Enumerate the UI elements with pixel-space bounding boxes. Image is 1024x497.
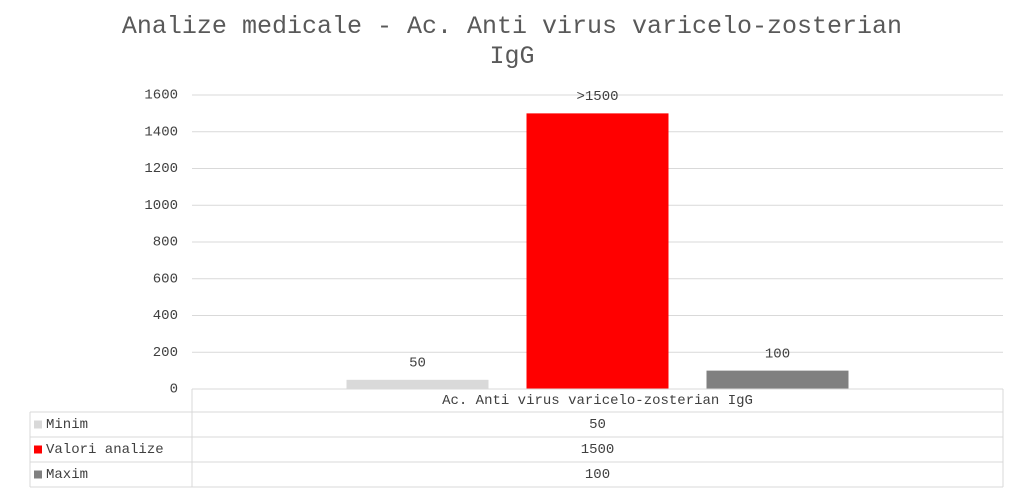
bar [706, 370, 849, 389]
legend-key [34, 470, 42, 479]
legend-key [34, 420, 42, 429]
y-tick-label: 1600 [144, 88, 178, 104]
legend-label: Valori analize [46, 442, 164, 458]
data-label: 100 [765, 346, 790, 362]
x-tick-label: Ac. Anti virus varicelo-zosterian IgG [442, 393, 753, 409]
table-value: 50 [589, 417, 606, 433]
y-tick-label: 0 [170, 382, 178, 398]
y-tick-label: 400 [153, 308, 178, 324]
data-label: >1500 [576, 89, 618, 105]
legend-key [34, 445, 42, 454]
y-tick-label: 600 [153, 271, 178, 287]
legend-label: Minim [46, 417, 88, 433]
table-value: 1500 [581, 442, 615, 458]
legend-label: Maxim [46, 467, 88, 483]
table-value: 100 [585, 467, 610, 483]
chart-title: Analize medicale - Ac. Anti virus varice… [121, 12, 903, 71]
bar [526, 113, 669, 389]
data-label: 50 [409, 356, 426, 372]
y-tick-label: 1200 [144, 161, 178, 177]
y-tick-label: 800 [153, 235, 178, 251]
bar [346, 379, 489, 389]
y-tick-label: 200 [153, 345, 178, 361]
y-tick-label: 1400 [144, 124, 178, 140]
y-tick-label: 1000 [144, 198, 178, 214]
